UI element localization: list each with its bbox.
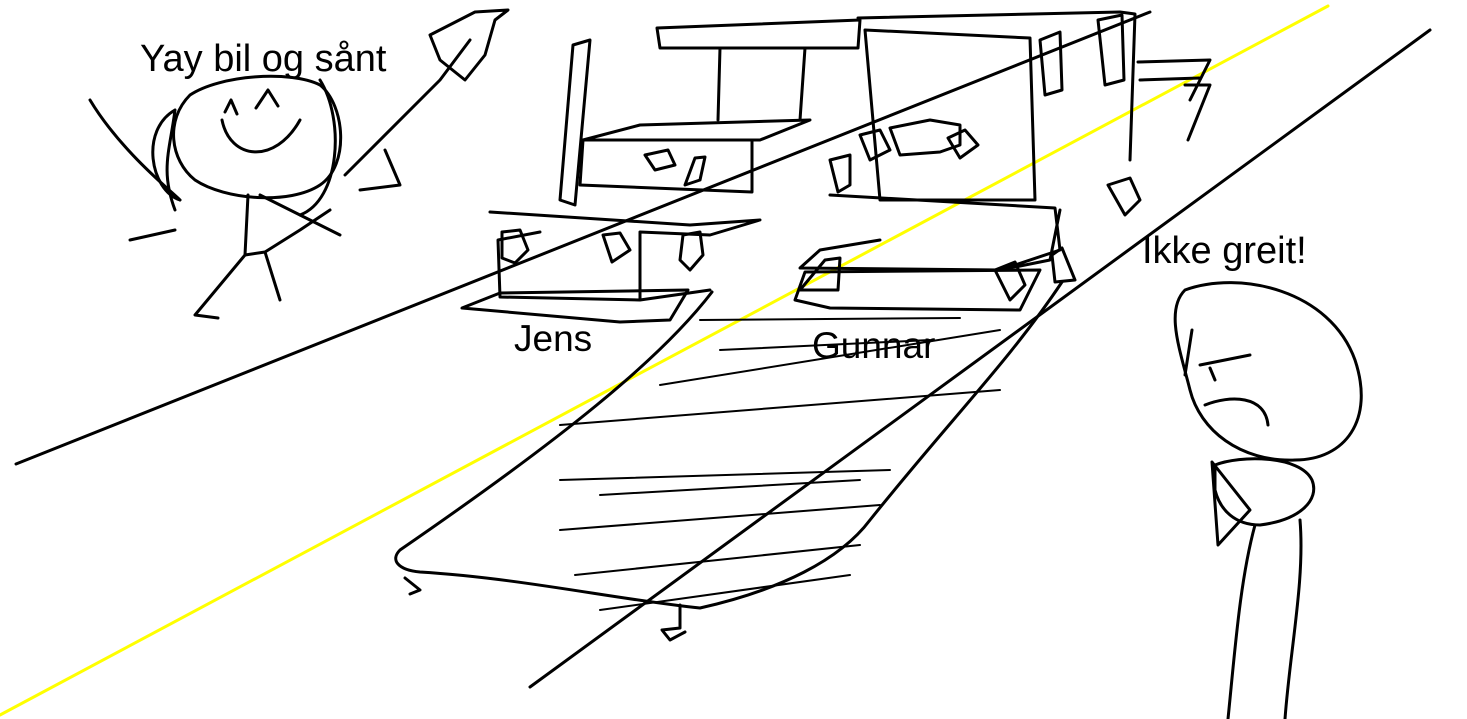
angry-person-body <box>1210 457 1316 547</box>
happy-person-raised-hand <box>428 8 510 82</box>
right-vehicle-cab <box>856 10 1137 202</box>
ramp-hatching <box>559 317 1001 611</box>
happy-person-head <box>172 74 343 200</box>
angry-person-speech-text: Ikke greit! <box>1142 230 1307 272</box>
angry-person-face <box>1183 328 1270 427</box>
right-vehicle <box>655 10 1212 312</box>
happy-person-hair <box>151 78 337 217</box>
left-vehicle-lights <box>500 228 705 272</box>
left-vehicle-detail <box>643 148 707 187</box>
happy-person-arms <box>88 38 472 242</box>
left-vehicle-roof <box>578 118 812 194</box>
road-center-line <box>0 4 1330 717</box>
happy-person-speech-text: Yay bil og sånt <box>140 38 387 80</box>
happy-person <box>88 8 510 320</box>
left-vehicle-post <box>558 38 592 207</box>
ramp-wheels <box>403 576 687 642</box>
left-vehicle-label: Jens <box>514 318 593 359</box>
right-vehicle-label: Gunnar <box>812 325 936 366</box>
angry-person-legs <box>1226 518 1303 719</box>
happy-person-face <box>220 88 302 154</box>
ramp-outline <box>394 280 1064 610</box>
right-vehicle-base <box>793 268 1042 312</box>
right-vehicle-windshield <box>858 118 980 162</box>
road-right-edge <box>528 28 1432 689</box>
left-vehicle <box>460 38 812 324</box>
road <box>0 4 1432 717</box>
road-left-edge <box>14 10 1152 466</box>
left-vehicle-body <box>488 210 762 302</box>
right-vehicle-lights <box>798 153 1142 302</box>
right-vehicle-side-mirrors <box>1038 13 1212 142</box>
right-vehicle-top-bar <box>655 18 862 122</box>
angry-person-head <box>1173 281 1363 462</box>
happy-person-legs <box>193 148 402 320</box>
left-vehicle-base <box>460 288 690 324</box>
ramp <box>394 280 1064 642</box>
angry-person <box>1173 281 1363 719</box>
